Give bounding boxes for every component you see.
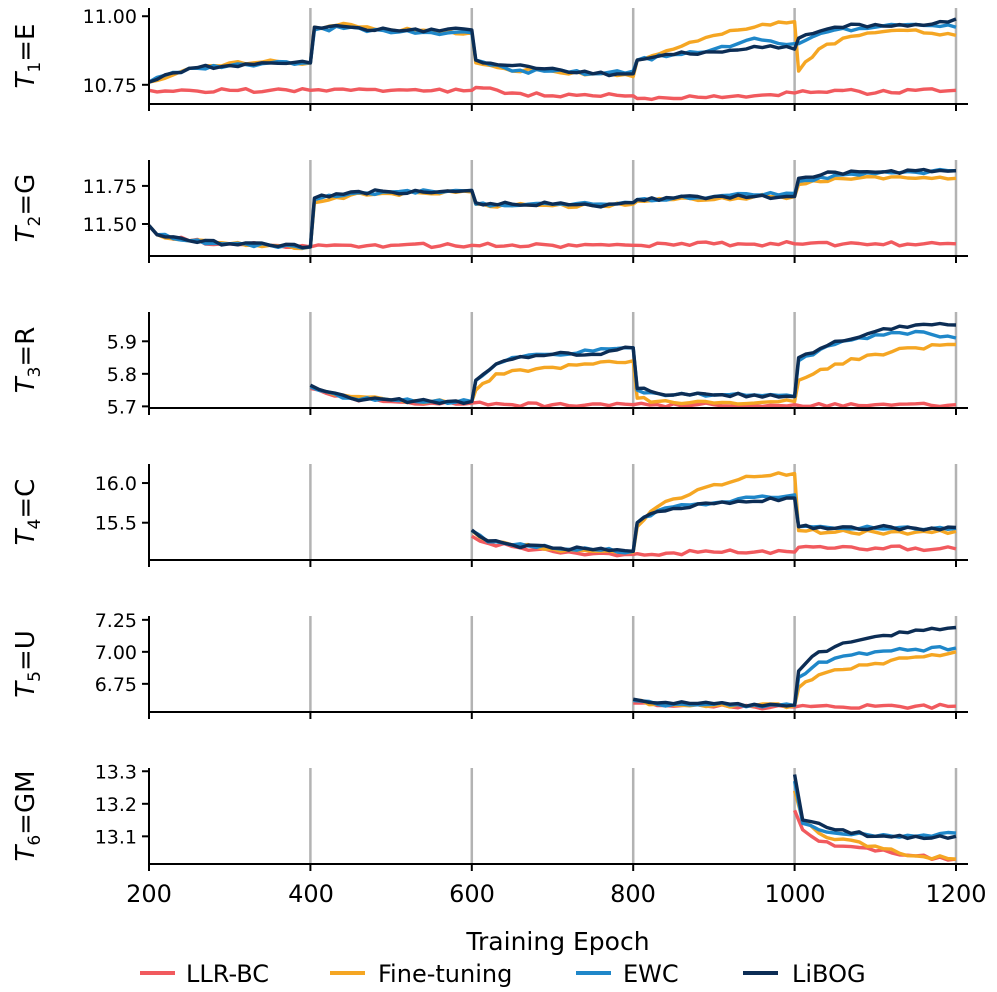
panel-6: 13.1 13.2 13.3 T6=GM — [11, 761, 968, 871]
y-tick-label: 11.75 — [83, 176, 137, 198]
y-axis-label: T6=GM — [11, 770, 45, 861]
series-line-ewc — [792, 780, 957, 839]
y-tick-label: 13.1 — [95, 826, 137, 848]
x-tick-label: 400 — [288, 880, 334, 908]
series-line-libog — [470, 496, 957, 553]
y-tick-label: 15.5 — [95, 513, 137, 535]
legend-label-ewc: EWC — [623, 960, 679, 988]
x-tick-label: 1000 — [764, 880, 825, 908]
series-line-llr — [148, 85, 957, 102]
legend-label-libog: LiBOG — [792, 960, 866, 988]
x-tick-label: 600 — [449, 880, 495, 908]
series-line-ewc — [147, 167, 956, 250]
series-line-llr — [310, 386, 957, 409]
series-line-ft — [147, 175, 957, 251]
y-tick-label: 7.00 — [95, 642, 137, 664]
y-axis-label: T5=U — [11, 630, 45, 698]
y-tick-label: 13.2 — [95, 794, 137, 816]
y-tick-label: 11.00 — [83, 6, 137, 28]
series-line-ft — [470, 471, 957, 555]
x-tick-label: 200 — [126, 880, 172, 908]
legend-label-ft: Fine-tuning — [378, 960, 512, 988]
y-tick-label: 13.3 — [95, 761, 137, 783]
y-axis-label: T2=G — [11, 174, 45, 243]
y-tick-label: 11.50 — [83, 214, 137, 236]
y-axis-label: T4=C — [11, 479, 45, 546]
x-tick-label: 800 — [610, 880, 656, 908]
series-line-libog — [147, 167, 957, 250]
y-tick-label: 6.75 — [95, 674, 137, 696]
series-line-libog — [148, 17, 957, 84]
x-tick-labels: 200 400 600 800 1000 1200 — [126, 880, 986, 908]
y-tick-label: 5.7 — [107, 396, 137, 418]
panels-layer: 10.75 11.00 T1=E 11.50 11.75 T2=G 5.7 5.8 5.9 T3=… — [11, 6, 968, 871]
series-line-ewc — [148, 22, 957, 84]
y-tick-label: 10.75 — [83, 75, 137, 97]
y-tick-label: 5.9 — [107, 331, 137, 353]
panel-2: 11.50 11.75 T2=G — [11, 160, 968, 263]
series-line-libog — [309, 321, 957, 406]
series-line-libog — [632, 625, 957, 708]
y-axis-label: T1=E — [11, 24, 45, 89]
y-tick-label: 5.8 — [107, 364, 137, 386]
y-tick-label: 7.25 — [95, 610, 137, 632]
panel-3: 5.7 5.8 5.9 T3=R — [11, 312, 968, 418]
panel-1: 10.75 11.00 T1=E — [11, 6, 968, 111]
x-axis-label: Training Epoch — [465, 927, 649, 956]
legend: LLR-BC Fine-tuning EWC LiBOG — [140, 960, 866, 988]
y-axis-label: T3=R — [11, 327, 45, 394]
y-tick-label: 16.0 — [95, 473, 137, 495]
x-tick-label: 1200 — [925, 880, 986, 908]
series-line-llr — [470, 534, 957, 558]
panel-5: 6.75 7.00 7.25 T5=U — [11, 610, 968, 719]
legend-label-llr: LLR-BC — [186, 960, 269, 988]
series-line-libog — [792, 774, 957, 841]
panel-4: 15.5 16.0 T4=C — [11, 464, 968, 567]
series-line-ft — [792, 790, 957, 861]
